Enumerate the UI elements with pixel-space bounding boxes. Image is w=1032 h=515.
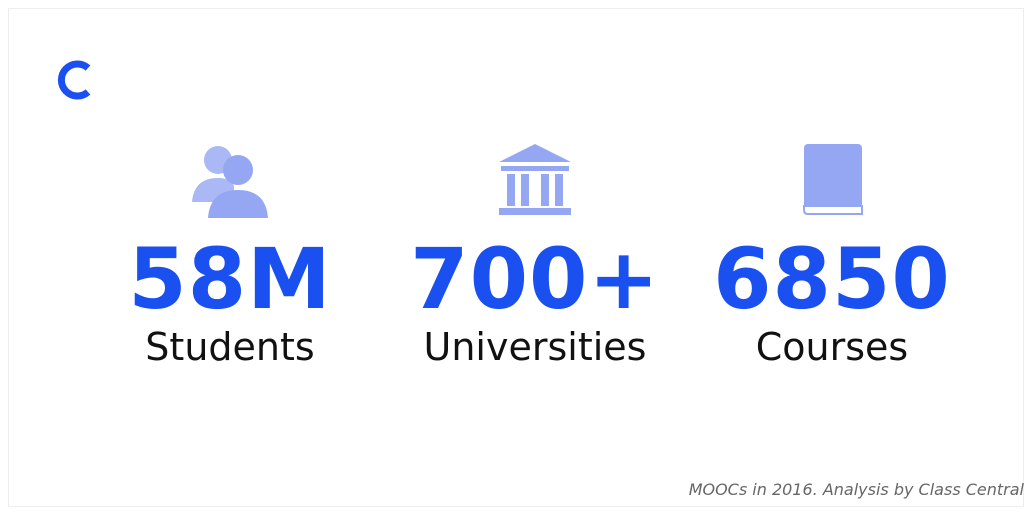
logo xyxy=(57,60,91,100)
stat-label: Students xyxy=(145,325,315,369)
card xyxy=(8,8,1024,507)
stat-value: 700+ xyxy=(410,230,660,328)
students-icon xyxy=(192,146,268,218)
stat-value: 6850 xyxy=(713,230,951,328)
stat: 6850 Courses xyxy=(682,140,982,370)
stat-value: 58M xyxy=(128,230,332,328)
course-icon xyxy=(803,144,863,215)
stat: 58M Students xyxy=(80,140,380,370)
stat-label: Universities xyxy=(423,325,647,369)
footer: MOOCs in 2016. Analysis by Class Central xyxy=(688,480,1024,499)
stat-label: Courses xyxy=(755,325,909,369)
stat: 700+ Universities xyxy=(385,140,685,370)
university-icon xyxy=(499,144,571,215)
